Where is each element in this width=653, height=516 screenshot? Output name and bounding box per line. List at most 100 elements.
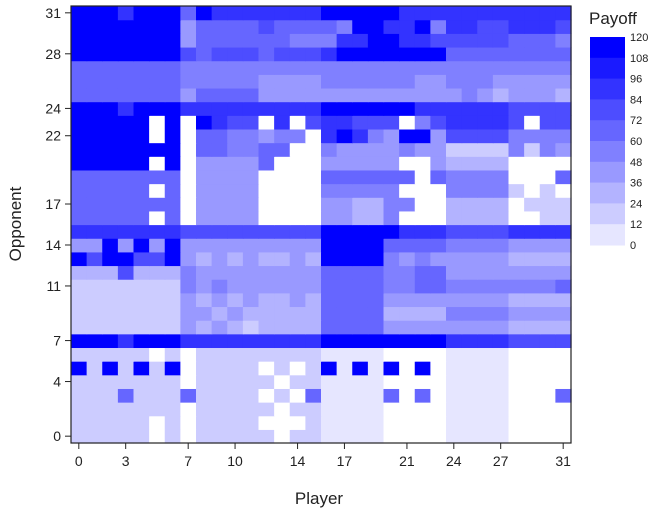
colorbar-swatch [590, 99, 625, 121]
heatmap-cell [242, 361, 260, 376]
heatmap-cell [430, 60, 447, 75]
heatmap-cell [196, 19, 213, 34]
heatmap-cell [492, 265, 510, 280]
heatmap-cell [508, 60, 525, 75]
heatmap-cell [117, 197, 135, 212]
heatmap-cell [524, 224, 541, 239]
heatmap-cell [258, 19, 275, 34]
heatmap-cell [117, 46, 135, 62]
heatmap-cell [321, 183, 338, 198]
heatmap-cell [367, 101, 385, 116]
heatmap-cell [555, 128, 572, 144]
heatmap-cell [446, 292, 463, 308]
heatmap-cell [524, 238, 541, 253]
heatmap-cell [524, 402, 541, 417]
heatmap-cell [289, 46, 306, 62]
heatmap-cell [71, 224, 88, 239]
heatmap-cell [227, 169, 244, 185]
heatmap-cell [414, 74, 431, 89]
heatmap-cell [336, 183, 353, 198]
heatmap-cell [399, 46, 416, 62]
heatmap-cell [336, 429, 353, 444]
heatmap-cell [367, 6, 385, 21]
heatmap-cell [117, 347, 135, 362]
heatmap-cell [102, 156, 119, 171]
heatmap-cell [211, 210, 228, 226]
y-tick-label: 24 [45, 100, 61, 116]
heatmap-cell [305, 74, 322, 89]
heatmap-cell [336, 402, 353, 417]
heatmap-cell [539, 156, 556, 171]
y-tick-label: 22 [45, 128, 61, 144]
heatmap-cell [321, 210, 338, 226]
heatmap-cell [102, 388, 119, 403]
heatmap-cell [461, 265, 478, 280]
heatmap-cell [258, 374, 275, 389]
heatmap-cell [367, 306, 385, 321]
heatmap-cell [196, 320, 213, 335]
heatmap-cell [133, 142, 150, 157]
colorbar-label: 60 [630, 136, 642, 148]
heatmap-cell [164, 388, 181, 403]
heatmap-cell [86, 279, 103, 294]
heatmap-cell [430, 238, 447, 253]
heatmap-cell [164, 306, 181, 321]
heatmap-cell [352, 33, 369, 48]
heatmap-cell [149, 19, 166, 34]
heatmap-cell [539, 60, 556, 75]
heatmap-cell [133, 402, 150, 417]
heatmap-cell [274, 60, 291, 75]
heatmap-cell [258, 128, 275, 144]
heatmap-cell [508, 429, 525, 444]
heatmap-cell [399, 169, 416, 185]
heatmap-cell [258, 183, 275, 198]
heatmap-cell [71, 361, 88, 376]
heatmap-cell [352, 46, 369, 62]
heatmap-cell [117, 333, 135, 349]
heatmap-cell [336, 320, 353, 335]
heatmap-cell [196, 128, 213, 144]
heatmap-cell [289, 128, 306, 144]
heatmap-cell [321, 128, 338, 144]
heatmap-cell [367, 279, 385, 294]
heatmap-cell [539, 224, 556, 239]
heatmap-cell [539, 169, 556, 185]
heatmap-cell [149, 33, 166, 48]
heatmap-cell [414, 128, 431, 144]
heatmap-cell [446, 101, 463, 116]
heatmap-cell [446, 265, 463, 280]
heatmap-cell [117, 429, 135, 444]
heatmap-cell [524, 265, 541, 280]
heatmap-cell [211, 128, 228, 144]
heatmap-cell [86, 74, 103, 89]
heatmap-cell [274, 101, 291, 116]
heatmap-cell [446, 238, 463, 253]
colorbar-swatch [590, 141, 625, 163]
heatmap-cell [86, 183, 103, 198]
heatmap-cell [211, 6, 228, 21]
heatmap-cell [196, 292, 213, 308]
heatmap-cell [305, 101, 322, 116]
heatmap-cell [461, 388, 478, 403]
heatmap-cell [164, 333, 181, 349]
heatmap-cell [399, 60, 416, 75]
heatmap-cell [414, 183, 431, 198]
heatmap-cell [555, 183, 572, 198]
heatmap-cell [555, 142, 572, 157]
heatmap-cell [539, 347, 556, 362]
heatmap-cell [477, 210, 494, 226]
heatmap-cell [446, 279, 463, 294]
heatmap-cell [539, 87, 556, 103]
heatmap-cell [164, 115, 181, 130]
heatmap-cell [461, 224, 478, 239]
heatmap-cell [336, 115, 353, 130]
heatmap-cell [258, 320, 275, 335]
heatmap-cell [227, 333, 244, 349]
heatmap-cell [555, 279, 572, 294]
heatmap-cell [274, 87, 291, 103]
heatmap-cell [352, 347, 369, 362]
heatmap-cell [336, 333, 353, 349]
heatmap-cell [149, 115, 166, 130]
heatmap-cell [461, 361, 478, 376]
heatmap-cell [430, 142, 447, 157]
